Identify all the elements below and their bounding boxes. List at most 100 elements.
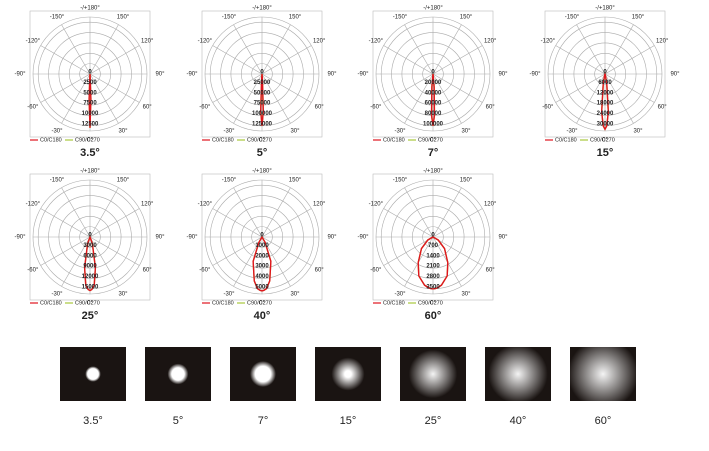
angle-label: -/+180°: [252, 6, 272, 12]
plot-frame: [29, 10, 151, 138]
radial-tick-label: 7500: [83, 101, 97, 107]
grid-spoke: [233, 24, 263, 75]
angle-label: -30°: [51, 129, 63, 135]
grid-spoke: [432, 73, 462, 124]
beam-spot-label: 15°: [340, 415, 357, 427]
angle-label: -/+180°: [423, 169, 443, 175]
radial-tick-label: 3500: [426, 284, 440, 290]
angle-label: 150°: [289, 14, 302, 20]
grid-spoke: [212, 208, 263, 238]
radial-tick-label: 1400: [426, 253, 440, 259]
angle-label: -150°: [50, 177, 65, 183]
beam-spot: [167, 363, 189, 385]
angle-label: 30°: [633, 129, 643, 135]
angle-label: -90°: [357, 235, 369, 241]
grid-spoke: [212, 73, 263, 103]
angle-label: -90°: [14, 72, 26, 78]
radial-tick-label: 4000: [255, 274, 269, 280]
angle-label: 90°: [498, 235, 508, 241]
chart-title: 25°: [82, 310, 99, 322]
angle-label: -60°: [370, 105, 382, 111]
angle-label: -30°: [394, 292, 406, 298]
radial-tick-label: 3000: [83, 243, 97, 249]
legend-label: C0/C180: [212, 137, 234, 143]
angle-label: -150°: [222, 177, 237, 183]
grid-spoke: [604, 73, 655, 103]
angle-label: -30°: [223, 129, 235, 135]
angle-label: -120°: [541, 39, 556, 45]
legend-label: C90/C270: [247, 300, 272, 306]
grid-spoke: [261, 208, 312, 238]
angle-label: 60°: [315, 105, 325, 111]
grid-spoke: [212, 236, 263, 266]
legend-label: C0/C180: [212, 300, 234, 306]
grid-spoke: [40, 45, 91, 75]
grid-spoke: [261, 236, 312, 266]
angle-label: -/+180°: [252, 169, 272, 175]
angle-label: 90°: [155, 235, 165, 241]
beam-spot: [331, 357, 365, 391]
angle-label: -90°: [529, 72, 541, 78]
angle-label: -120°: [369, 202, 384, 208]
plot-frame: [201, 173, 323, 301]
angle-label: -60°: [199, 268, 211, 274]
angle-label: -60°: [542, 105, 554, 111]
radial-tick-label: 12000: [82, 274, 99, 280]
angle-label: -90°: [357, 72, 369, 78]
radial-tick-label: 24000: [597, 111, 614, 117]
grid-spoke: [40, 236, 91, 266]
grid-spoke: [432, 187, 462, 238]
grid-spoke: [89, 73, 140, 103]
angle-label: -/+180°: [423, 6, 443, 12]
radial-tick-label: 12000: [597, 90, 614, 96]
beam-spot: [408, 349, 458, 399]
beam-spot-label: 40°: [510, 415, 527, 427]
grid-spoke: [261, 187, 291, 238]
angle-label: 0°: [259, 138, 265, 144]
angle-label: 120°: [313, 39, 326, 45]
radial-tick-label: 6000: [598, 80, 612, 86]
angle-label: 150°: [117, 177, 130, 183]
grid-spoke: [61, 73, 91, 124]
grid-spoke: [61, 187, 91, 238]
plot-frame: [29, 173, 151, 301]
angle-label: 150°: [632, 14, 645, 20]
angle-label: 60°: [143, 105, 153, 111]
radial-tick-label: 700: [428, 243, 439, 249]
angle-label: -150°: [393, 177, 408, 183]
legend-label: C90/C270: [247, 137, 272, 143]
grid-spoke: [404, 187, 434, 238]
legend-label: C0/C180: [40, 137, 62, 143]
angle-label: 0°: [259, 301, 265, 307]
beam-spot: [567, 338, 639, 410]
angle-label: -150°: [222, 14, 237, 20]
angle-label: -120°: [369, 39, 384, 45]
radial-tick-label: 40000: [425, 90, 442, 96]
angle-label: 120°: [141, 39, 154, 45]
grid-spoke: [89, 187, 119, 238]
radial-tick-label: 25000: [254, 80, 271, 86]
radial-tick-label: 15000: [82, 284, 99, 290]
radial-tick-label: 80000: [425, 111, 442, 117]
legend-label: C0/C180: [555, 137, 577, 143]
grid-spoke: [604, 45, 655, 75]
radial-tick-label: 2500: [83, 80, 97, 86]
grid-spoke: [40, 208, 91, 238]
grid-spoke: [555, 45, 606, 75]
angle-label: -120°: [26, 39, 41, 45]
angle-label: 90°: [498, 72, 508, 78]
chart-title: 5°: [257, 147, 268, 159]
grid-spoke: [383, 208, 434, 238]
chart-title: 40°: [254, 310, 271, 322]
legend-label: C0/C180: [383, 137, 405, 143]
angle-label: 60°: [486, 268, 496, 274]
angle-label: 60°: [315, 268, 325, 274]
intensity-curve: [259, 73, 265, 126]
angle-label: -120°: [198, 39, 213, 45]
radial-tick-label: 0: [603, 70, 607, 76]
angle-label: 30°: [290, 129, 300, 135]
chart-title: 15°: [597, 147, 614, 159]
legend-label: C90/C270: [590, 137, 615, 143]
beam-spot-label: 5°: [173, 415, 184, 427]
grid-spoke: [261, 45, 312, 75]
